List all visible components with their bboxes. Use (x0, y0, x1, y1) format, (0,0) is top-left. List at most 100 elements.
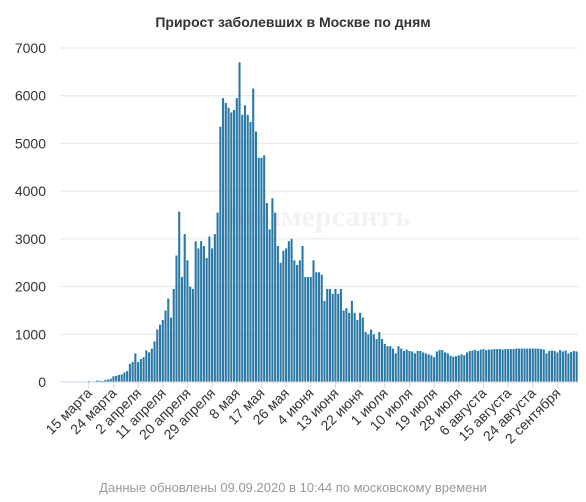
bar (224, 102, 227, 383)
bar (408, 350, 411, 382)
bar (282, 250, 285, 382)
bar (460, 354, 463, 382)
bar (444, 352, 447, 382)
bar (496, 349, 499, 382)
bar (238, 62, 241, 383)
bar (446, 353, 449, 382)
bar (531, 348, 534, 382)
bar (339, 288, 342, 382)
bar (463, 355, 466, 382)
bar (197, 248, 200, 382)
bar (139, 359, 142, 382)
bar (246, 114, 249, 383)
bar (400, 348, 403, 382)
bar (383, 343, 386, 382)
bar (548, 350, 551, 382)
bar (260, 157, 263, 382)
bar (342, 310, 345, 382)
y-tick-label: 0 (38, 374, 46, 390)
bar (169, 317, 173, 382)
bar (561, 351, 564, 382)
bar (304, 277, 307, 382)
bar (567, 353, 570, 382)
bar (178, 211, 181, 382)
bar (150, 348, 153, 382)
bar (298, 260, 301, 382)
bar (490, 349, 493, 382)
bar (257, 157, 260, 382)
bar (545, 353, 548, 382)
bar (194, 241, 197, 382)
y-tick-label: 4000 (15, 183, 46, 199)
y-tick-label: 7000 (15, 40, 46, 56)
bar (474, 350, 477, 382)
bar (290, 238, 293, 382)
bar (222, 98, 225, 382)
bar (337, 293, 340, 382)
bar (164, 310, 167, 382)
bar (476, 350, 479, 382)
bar (205, 257, 208, 382)
bar (449, 355, 452, 382)
bar (391, 348, 395, 382)
bar (364, 331, 367, 382)
bar (98, 380, 101, 382)
bar (180, 277, 183, 382)
bar (301, 246, 304, 382)
bar (95, 380, 99, 382)
y-tick-label: 2000 (15, 279, 46, 295)
bar (427, 354, 430, 382)
bar (241, 114, 244, 383)
bar (109, 378, 112, 382)
bar (493, 349, 496, 382)
bar (359, 312, 362, 382)
bar (331, 293, 334, 382)
bar (271, 198, 274, 382)
bar (572, 350, 575, 382)
bar (468, 350, 471, 382)
bar (438, 350, 441, 382)
y-tick-label: 3000 (15, 231, 46, 247)
bar (161, 319, 164, 382)
bar (405, 349, 408, 382)
bar (485, 350, 488, 382)
bar (153, 341, 156, 382)
bar (230, 112, 233, 382)
bar (465, 352, 469, 382)
bar (293, 260, 296, 382)
chart-title: Прирост заболевших в Москве по дням (155, 14, 431, 30)
bar (334, 288, 337, 382)
bar (263, 155, 266, 382)
bar (419, 350, 422, 382)
bar (487, 349, 490, 382)
bar (126, 371, 129, 382)
bar (117, 374, 120, 382)
bar (167, 298, 170, 382)
bar (550, 350, 553, 382)
bar (378, 331, 381, 382)
bar (254, 131, 257, 382)
bar (191, 288, 194, 382)
bar (216, 212, 219, 382)
bar (520, 348, 523, 382)
bar (120, 374, 123, 382)
bar (115, 375, 118, 382)
bar (326, 288, 329, 382)
bar (564, 350, 567, 382)
bar (200, 241, 203, 382)
bar (457, 355, 460, 382)
bar (156, 329, 159, 382)
bar (233, 110, 236, 382)
bar (227, 107, 230, 382)
bar (213, 234, 216, 382)
bars (60, 62, 578, 383)
bar (529, 348, 532, 382)
bar (435, 351, 438, 382)
bar (345, 308, 348, 382)
bar (296, 265, 299, 382)
bar (112, 376, 115, 382)
bar (479, 349, 482, 382)
bar (134, 353, 137, 382)
bar (370, 329, 373, 382)
